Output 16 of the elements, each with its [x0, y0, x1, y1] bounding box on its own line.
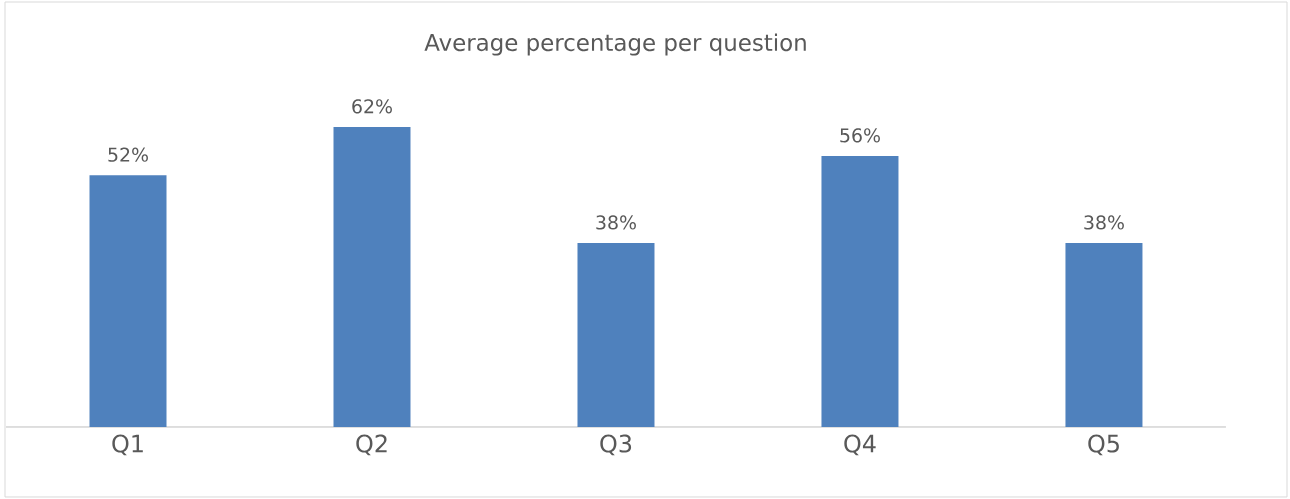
x-tick-label: Q4 — [844, 434, 876, 456]
bar — [821, 156, 899, 427]
bar — [577, 243, 655, 427]
x-tick-label: Q2 — [356, 434, 387, 456]
bar — [89, 175, 167, 427]
x-tick-label: Q3 — [600, 434, 632, 456]
data-label: 38% — [596, 215, 636, 230]
bar — [333, 126, 411, 427]
x-tick-label: Q1 — [112, 434, 143, 456]
data-label: 56% — [840, 128, 880, 143]
bar — [1065, 243, 1143, 427]
data-label: 38% — [1084, 215, 1124, 230]
data-label: 52% — [108, 147, 148, 162]
x-tick-label: Q5 — [1088, 434, 1119, 456]
data-label: 62% — [352, 99, 392, 114]
chart-title: Average percentage per question — [424, 33, 806, 56]
